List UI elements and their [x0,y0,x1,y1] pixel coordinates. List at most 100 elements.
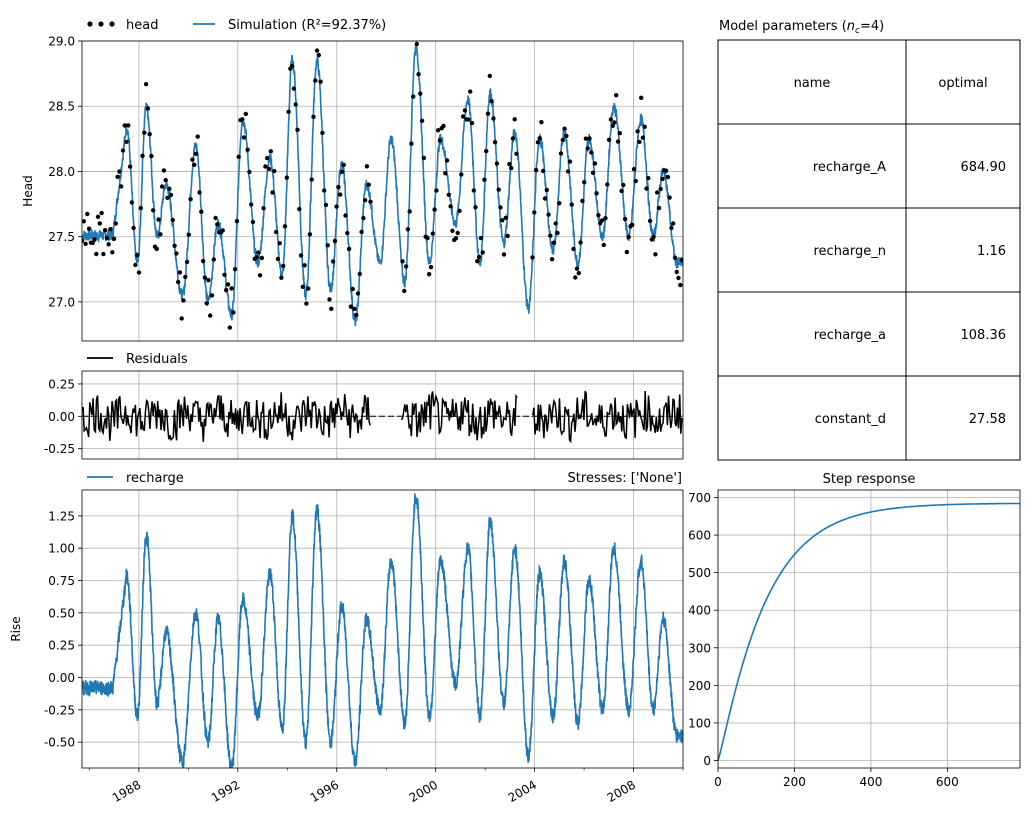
parameters-table: Model parameters (nc=4) name optimal recha… [717,19,1021,461]
parameters-title-symbol: n [847,19,855,34]
recharge-legend: recharge [87,471,184,486]
head-observation-point [501,252,507,257]
head-observation-point [104,235,110,241]
head-observation-series [82,41,683,330]
head-observation-point [338,192,343,197]
parameters-cell-optimal: 1.16 [977,244,1006,259]
step-axes-frame [717,489,1021,769]
legend-label-head: head [126,18,158,33]
parameters-cell-name: recharge_a [814,328,886,343]
head-observation-point [573,275,578,280]
head-observation-point [154,246,159,252]
head-observation-point [535,140,541,145]
head-observation-point [549,257,555,262]
head-observation-point [635,129,640,134]
head-y-tick-label: 27.5 [48,230,75,244]
parameters-title-subscript: c [855,26,860,36]
step-x-tick-label: 0 [714,775,722,789]
head-observation-point [343,213,348,218]
head-observation-point [596,213,601,218]
head-observation-point [407,209,412,214]
head-observation-point [168,192,174,198]
head-observation-point [585,146,590,151]
head-observation-point [565,169,571,174]
recharge-y-tick-label: 0.00 [48,671,75,685]
head-observation-point [245,147,250,152]
recharge-line [82,493,683,768]
head-observation-point [241,135,247,140]
head-observation-point [188,197,193,202]
head-observation-point [181,298,186,303]
head-observation-point [471,188,476,193]
head-observation-point [339,169,345,175]
head-observation-point [215,222,220,227]
head-observation-point [257,273,263,278]
head-observation-point [418,91,423,96]
head-observation-point [355,291,361,296]
head-observation-point [631,167,637,172]
head-observation-point [665,174,671,180]
head-observation-point [603,216,608,221]
recharge-y-label: Rise [9,616,23,641]
head-observation-point [610,123,615,128]
head-observation-point [539,120,544,125]
head-observation-point [117,169,122,174]
step-response-series [718,502,1020,761]
parameters-cell-optimal: 27.58 [969,412,1006,427]
step-response-title: Step response [823,472,916,487]
parameters-header-optimal: optimal [938,76,987,91]
head-observation-point [129,200,135,205]
head-observation-point [633,178,638,184]
head-observation-point [120,148,126,153]
parameters-cell-name: constant_d [815,412,886,427]
recharge-y-tick-label: 0.75 [48,574,75,588]
head-observation-point [532,210,537,215]
head-observation-point [443,171,448,176]
head-y-tick-label: 28.5 [48,100,75,114]
head-observation-point [432,207,437,212]
residuals-y-tick-label: -0.25 [44,442,75,456]
step-y-tick-label: 100 [688,716,711,730]
head-observation-point [254,254,259,260]
head-observation-point [427,272,432,277]
head-observation-point [268,149,273,154]
head-observation-point [306,286,311,291]
head-observation-point [250,219,256,225]
head-observation-point [266,166,272,172]
head-observation-point [211,257,216,262]
head-observation-point [293,102,298,107]
head-y-tick-label: 27.0 [48,295,75,309]
head-observation-point [669,225,674,231]
head-observation-point [259,255,265,261]
recharge-axes-frame [81,489,684,769]
head-observation-point [640,135,646,140]
head-observation-point [341,162,346,168]
head-observation-point [161,168,167,173]
head-observation-point [587,136,592,141]
head-observation-point [202,275,208,280]
residuals-grid [82,371,683,459]
head-observation-point [145,106,151,111]
step-y-tick-label: 0 [703,754,711,768]
head-observation-point [507,161,512,167]
head-observation-point [195,134,200,139]
head-observation-point [272,168,277,174]
head-observation-point [92,237,97,242]
head-grid [82,40,683,341]
head-observation-point [612,120,617,125]
head-observation-point [646,176,651,181]
simulation-line [82,42,683,327]
head-observation-point [655,190,660,195]
head-observation-point [362,198,368,203]
recharge-x-tick-label: 2004 [506,778,539,805]
recharge-x-tick-label: 2008 [605,778,638,805]
head-panel: 27.0 27.5 28.0 28.5 29.0 Head head Simulatio… [21,18,684,342]
head-observation-point [345,230,350,236]
head-observation-point [149,153,154,159]
head-observation-point [368,199,373,204]
head-observation-point [229,286,234,291]
head-observation-point [249,202,254,207]
legend-label-residuals: Residuals [126,352,188,367]
head-observation-point [555,230,560,236]
head-observation-point [590,170,596,175]
